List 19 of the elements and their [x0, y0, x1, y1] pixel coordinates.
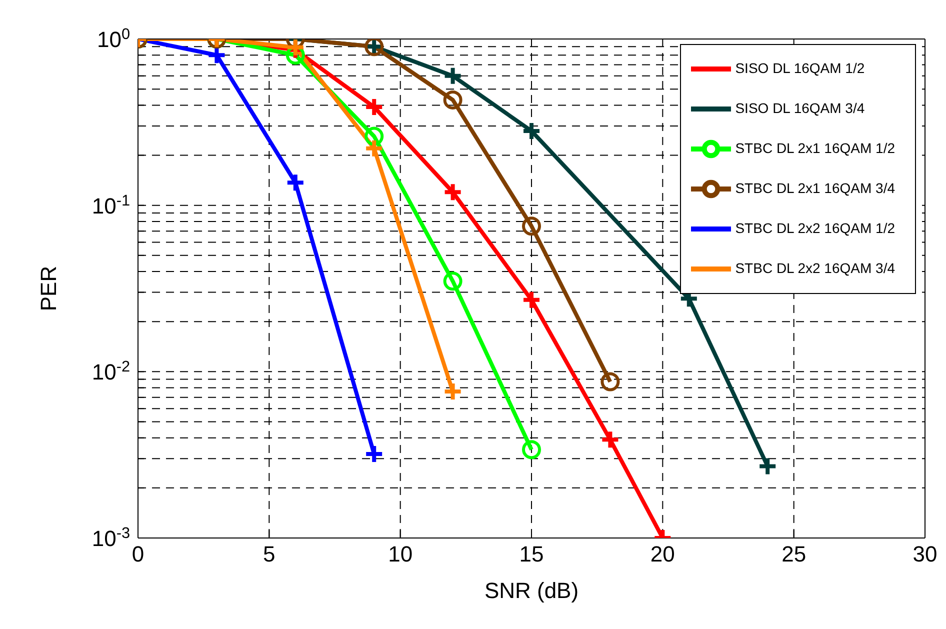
y-tick-label: 10$^{0}$	[96, 26, 130, 52]
x-tick-label: 10	[388, 542, 413, 567]
legend-label: STBC DL 2x1 16QAM 3/4	[735, 180, 895, 196]
x-tick-label: 15	[519, 542, 544, 567]
x-tick-label: 30	[912, 542, 938, 567]
y-axis-title: PER	[36, 266, 61, 312]
legend-label: SISO DL 16QAM 3/4	[735, 100, 865, 116]
x-axis-title: SNR (dB)	[484, 578, 579, 603]
legend-label: STBC DL 2x2 16QAM 3/4	[735, 260, 895, 276]
y-tick-label: 10$^{-2}$	[92, 358, 130, 385]
x-tick-label: 0	[132, 542, 144, 567]
legend-label: SISO DL 16QAM 1/2	[735, 60, 865, 76]
x-tick-label: 20	[650, 542, 675, 567]
y-tick-label: 10$^{-3}$	[92, 524, 130, 551]
legend-label: STBC DL 2x1 16QAM 1/2	[735, 140, 895, 156]
y-tick-label: 10$^{-1}$	[92, 192, 130, 218]
x-tick-label: 25	[782, 542, 806, 567]
legend-label: STBC DL 2x2 16QAM 1/2	[735, 220, 895, 236]
x-tick-label: 5	[263, 542, 276, 567]
